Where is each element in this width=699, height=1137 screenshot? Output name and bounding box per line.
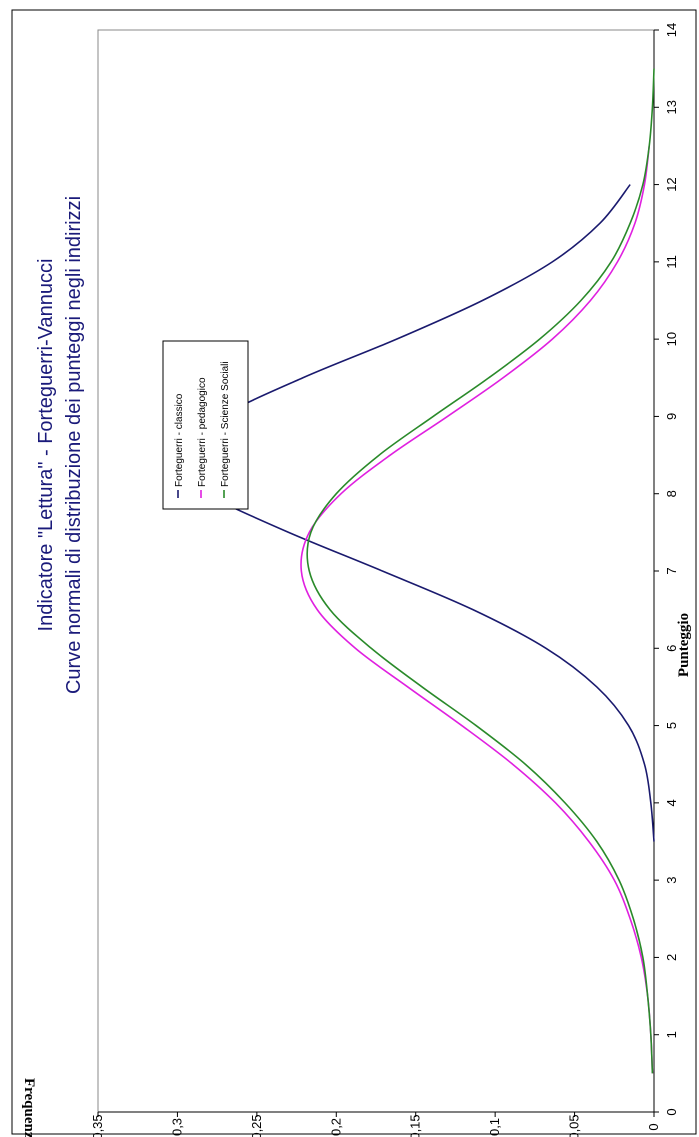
- x-tick-label: 4: [664, 799, 679, 806]
- plot-area: [97, 29, 655, 1113]
- series-line-forteguerri-pedagogico: [300, 145, 654, 1074]
- y-tick-label: 0,2: [328, 1118, 343, 1136]
- x-tick-label: 1: [664, 1031, 679, 1038]
- y-tick-label: 0,35: [90, 1114, 105, 1137]
- chart-subtitle: Curve normali di distribuzione dei punte…: [63, 196, 85, 694]
- x-tick-label: 11: [664, 255, 679, 269]
- x-tick-label: 12: [664, 177, 679, 191]
- y-tick-label: 0,1: [487, 1118, 502, 1136]
- x-tick-label: 5: [664, 722, 679, 729]
- x-tick-label: 6: [664, 645, 679, 652]
- x-tick-label: 8: [664, 490, 679, 497]
- y-tick-label: 0,3: [169, 1118, 184, 1136]
- legend-label-forteguerri-pedagogico: Forteguerri - pedagogico: [197, 377, 208, 487]
- y-tick-label: 0: [646, 1123, 661, 1130]
- x-tick-label: 3: [664, 877, 679, 884]
- y-tick-label: 0,25: [249, 1114, 264, 1137]
- x-tick-label: 0: [664, 1108, 679, 1115]
- x-tick-label: 10: [664, 332, 679, 346]
- chart-title: Indicatore "Lettura" - Forteguerri-Vannu…: [35, 259, 57, 632]
- legend: Forteguerri - classico Forteguerri - peda…: [162, 340, 249, 510]
- x-tick-label: 13: [664, 100, 679, 114]
- x-tick-label: 7: [664, 567, 679, 574]
- y-tick-label: 0,15: [408, 1114, 423, 1137]
- series-line-forteguerri-scienze-sociali: [306, 68, 655, 1074]
- legend-label-forteguerri-scienze-sociali: Forteguerri - Scienze Sociali: [220, 361, 231, 487]
- legend-box: [162, 340, 249, 510]
- legend-label-forteguerri-classico: Forteguerri - classico: [174, 393, 185, 487]
- x-tick-label: 9: [664, 413, 679, 420]
- y-axis-title: Frequenza: [21, 1078, 37, 1137]
- y-tick-label: 0,05: [567, 1114, 582, 1137]
- x-axis-title: Punteggio: [676, 613, 692, 677]
- x-tick-label: 14: [664, 23, 679, 37]
- x-tick-label: 2: [664, 954, 679, 961]
